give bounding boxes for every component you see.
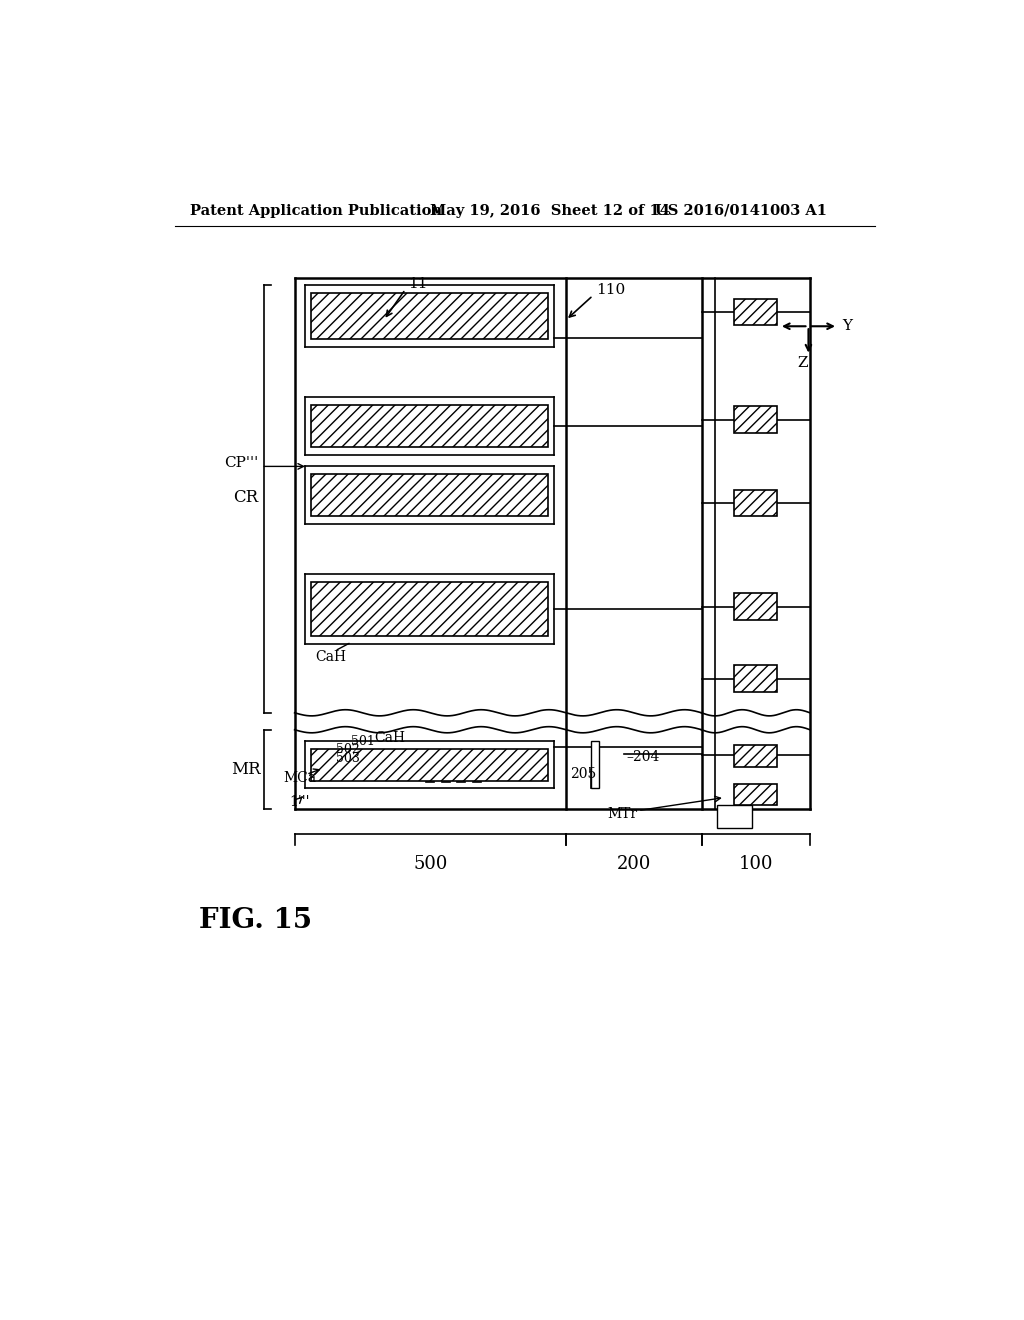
- Bar: [592, 742, 599, 788]
- Text: MCa: MCa: [283, 771, 316, 785]
- Text: MTr: MTr: [607, 808, 637, 821]
- Text: CR: CR: [233, 488, 258, 506]
- Text: 501: 501: [351, 735, 375, 748]
- Bar: [734, 407, 777, 433]
- Bar: [734, 665, 777, 692]
- Text: 502: 502: [336, 743, 359, 756]
- Text: 200: 200: [616, 855, 651, 873]
- Text: 1''': 1''': [289, 795, 309, 809]
- Text: 503: 503: [336, 751, 359, 764]
- Bar: [311, 293, 548, 339]
- Text: 110: 110: [596, 282, 626, 297]
- Bar: [311, 582, 548, 636]
- Text: 500: 500: [413, 855, 447, 873]
- Text: MR: MR: [231, 760, 261, 777]
- Text: CaH: CaH: [315, 651, 346, 664]
- Bar: [717, 805, 752, 829]
- Bar: [734, 594, 777, 620]
- Text: Patent Application Publication: Patent Application Publication: [190, 203, 442, 218]
- Text: 11: 11: [409, 277, 428, 290]
- Bar: [311, 405, 548, 447]
- Bar: [734, 298, 777, 326]
- Text: CaH: CaH: [375, 731, 406, 746]
- Text: Z: Z: [798, 356, 808, 370]
- Bar: [311, 748, 548, 780]
- Text: US 2016/0141003 A1: US 2016/0141003 A1: [655, 203, 827, 218]
- Bar: [311, 474, 548, 516]
- Text: May 19, 2016  Sheet 12 of 14: May 19, 2016 Sheet 12 of 14: [430, 203, 670, 218]
- Text: FIG. 15: FIG. 15: [200, 907, 312, 935]
- Bar: [734, 744, 777, 767]
- Text: –204: –204: [627, 751, 659, 764]
- Text: 205: 205: [569, 767, 596, 781]
- Bar: [734, 784, 777, 805]
- Text: Y: Y: [843, 319, 853, 333]
- Text: 100: 100: [738, 855, 773, 873]
- Text: CP''': CP''': [224, 455, 258, 470]
- Bar: [734, 490, 777, 516]
